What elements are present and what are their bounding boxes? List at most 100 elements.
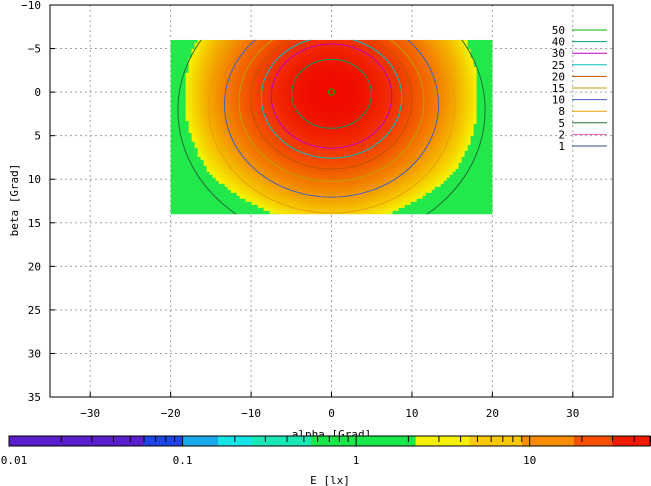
heat-cell xyxy=(320,141,325,146)
heat-cell xyxy=(281,210,286,215)
heat-cell xyxy=(191,189,196,194)
heat-cell xyxy=(281,45,286,50)
heat-cell xyxy=(170,210,175,215)
heat-cell xyxy=(329,120,334,125)
heat-cell xyxy=(224,72,229,77)
heat-cell xyxy=(242,192,247,197)
heat-cell xyxy=(185,177,190,182)
heat-cell xyxy=(377,144,382,149)
heat-cell xyxy=(176,153,181,158)
heat-cell xyxy=(383,51,388,56)
heat-cell xyxy=(374,51,379,56)
heat-cell xyxy=(380,141,385,146)
heat-cell xyxy=(293,99,298,104)
heat-cell xyxy=(209,105,214,110)
heat-cell xyxy=(332,54,337,59)
heat-cell xyxy=(368,114,373,119)
heat-cell xyxy=(200,129,205,134)
heat-cell xyxy=(299,87,304,92)
heat-cell xyxy=(353,159,358,164)
heat-cell xyxy=(278,177,283,182)
heat-cell xyxy=(380,174,385,179)
heat-cell xyxy=(254,141,259,146)
heat-cell xyxy=(302,63,307,68)
heat-cell xyxy=(191,75,196,80)
heat-cell xyxy=(299,72,304,77)
heat-cell xyxy=(353,156,358,161)
heat-cell xyxy=(377,213,382,215)
heat-cell xyxy=(413,123,418,128)
heat-cell xyxy=(182,126,187,131)
heat-cell xyxy=(368,81,373,86)
heat-cell xyxy=(236,126,241,131)
heat-cell xyxy=(293,156,298,161)
heat-cell xyxy=(416,120,421,125)
heat-cell xyxy=(356,129,361,134)
heat-cell xyxy=(311,117,316,122)
heat-cell xyxy=(398,99,403,104)
heat-cell xyxy=(218,69,223,74)
heat-cell xyxy=(359,147,364,152)
heat-cell xyxy=(389,48,394,53)
heat-cell xyxy=(362,153,367,158)
heat-cell xyxy=(293,87,298,92)
heat-cell xyxy=(413,54,418,59)
heat-cell xyxy=(365,156,370,161)
heat-cell xyxy=(416,66,421,71)
heat-cell xyxy=(401,66,406,71)
heat-cell xyxy=(365,186,370,191)
heat-cell xyxy=(260,81,265,86)
heat-cell xyxy=(392,114,397,119)
heat-cell xyxy=(386,108,391,113)
heat-cell xyxy=(224,180,229,185)
heat-cell xyxy=(317,93,322,98)
heat-cell xyxy=(296,141,301,146)
heat-cell xyxy=(197,168,202,173)
heat-cell xyxy=(188,147,193,152)
heat-cell xyxy=(239,39,244,44)
heat-cell xyxy=(416,177,421,182)
heat-cell xyxy=(197,174,202,179)
heat-cell xyxy=(308,81,313,86)
heat-cell xyxy=(194,111,199,116)
heat-cell xyxy=(326,81,331,86)
heat-cell xyxy=(299,159,304,164)
heat-cell xyxy=(419,69,424,74)
heat-cell xyxy=(224,105,229,110)
heat-cell xyxy=(203,198,208,203)
heat-cell xyxy=(248,120,253,125)
heat-cell xyxy=(392,189,397,194)
heat-cell xyxy=(191,123,196,128)
heat-cell xyxy=(233,138,238,143)
heat-cell xyxy=(227,111,232,116)
heat-cell xyxy=(269,138,274,143)
heat-cell xyxy=(368,117,373,122)
heat-cell xyxy=(215,132,220,137)
heat-cell xyxy=(278,207,283,212)
heat-cell xyxy=(215,108,220,113)
heat-cell xyxy=(401,141,406,146)
heat-cell xyxy=(173,201,178,206)
heat-cell xyxy=(377,171,382,176)
heat-cell xyxy=(293,72,298,77)
heat-cell xyxy=(212,48,217,53)
heat-cell xyxy=(311,174,316,179)
heat-cell xyxy=(389,192,394,197)
heat-cell xyxy=(206,150,211,155)
heat-cell xyxy=(227,117,232,122)
heat-cell xyxy=(188,51,193,56)
heat-cell xyxy=(227,81,232,86)
heat-cell xyxy=(332,69,337,74)
heat-cell xyxy=(362,159,367,164)
heat-cell xyxy=(266,171,271,176)
heat-cell xyxy=(200,84,205,89)
heat-cell xyxy=(326,162,331,167)
heat-cell xyxy=(389,54,394,59)
heat-cell xyxy=(203,48,208,53)
heat-cell xyxy=(326,189,331,194)
heat-cell xyxy=(401,114,406,119)
heat-cell xyxy=(386,51,391,56)
heat-cell xyxy=(308,60,313,65)
heat-cell xyxy=(173,39,178,44)
heat-cell xyxy=(278,105,283,110)
